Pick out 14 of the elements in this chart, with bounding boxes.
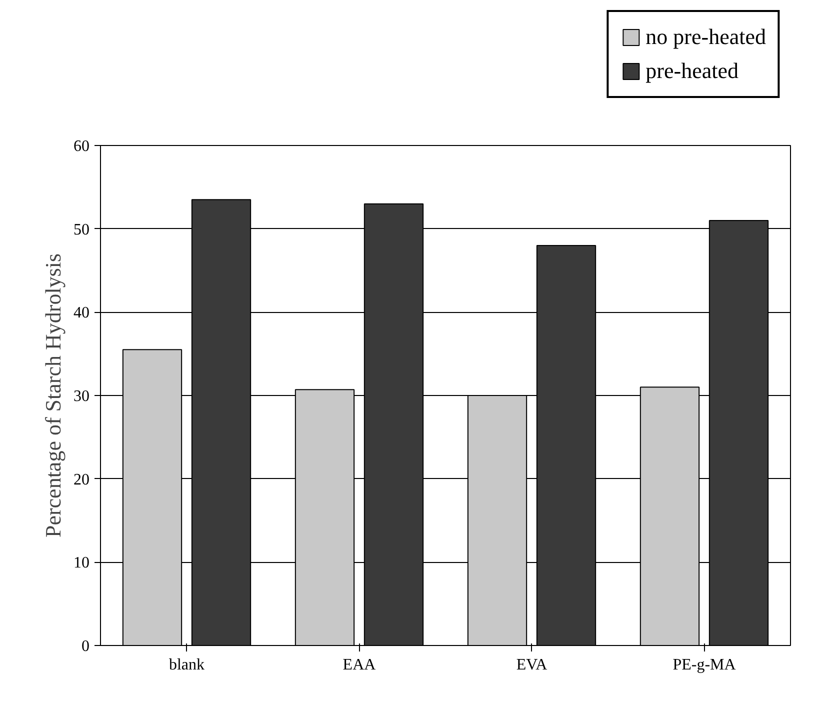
x-tick-label: EVA — [516, 656, 548, 674]
x-tick-label: EAA — [342, 656, 376, 674]
x-tick-label: PE-g-MA — [672, 656, 736, 674]
legend-label: no pre-heated — [646, 24, 766, 50]
y-tick-label: 40 — [74, 304, 90, 322]
y-tick-label: 20 — [74, 471, 90, 488]
y-tick-label: 30 — [74, 388, 90, 405]
y-tick-label: 60 — [74, 138, 90, 155]
y-tick-label: 10 — [74, 554, 90, 572]
x-tick-label: blank — [168, 656, 205, 674]
y-axis-title: Percentage of Starch Hydrolysis — [40, 253, 66, 538]
y-tick-label: 0 — [82, 638, 90, 655]
y-tick-label: 50 — [74, 221, 90, 238]
legend-label: pre-heated — [646, 58, 738, 84]
